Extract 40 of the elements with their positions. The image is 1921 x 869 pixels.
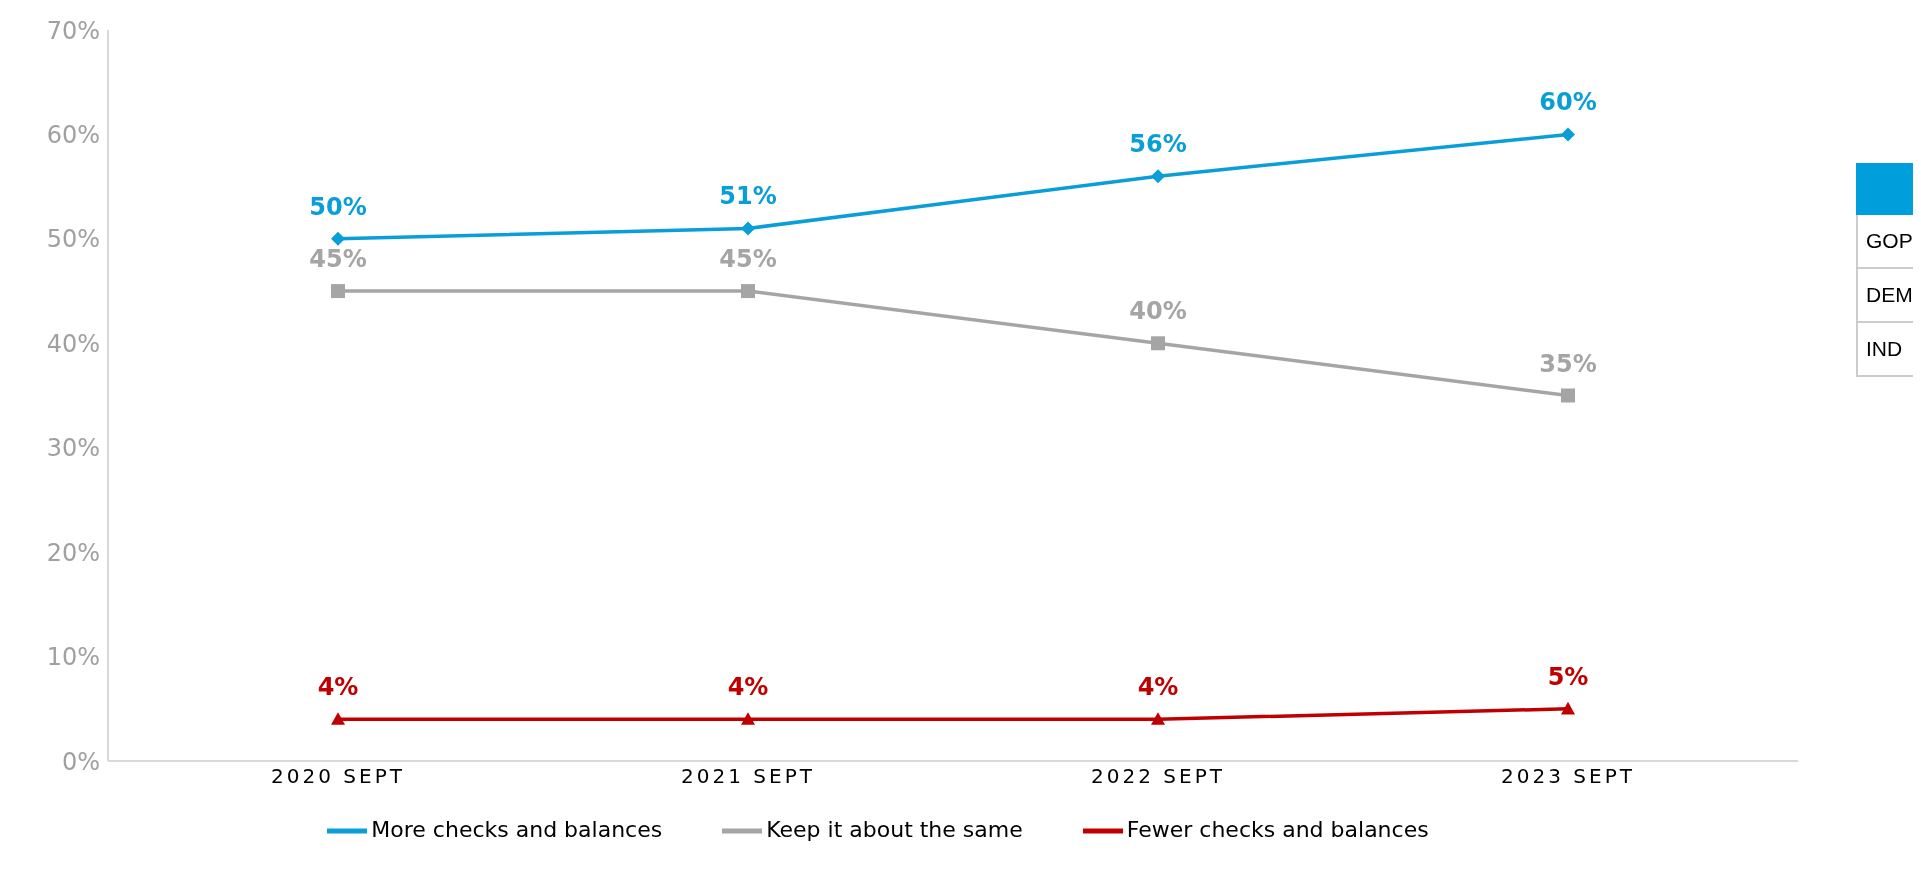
data-label: 56% — [1129, 130, 1187, 159]
table-fragment: GOP DEM IND — [1856, 163, 1913, 377]
point — [1151, 712, 1165, 725]
data-label: 60% — [1539, 88, 1597, 117]
point — [741, 712, 755, 725]
y-tick-label: 60% — [46, 120, 100, 149]
data-label: 4% — [1137, 673, 1179, 702]
data-label: 45% — [719, 245, 777, 274]
y-tick-label: 70% — [46, 16, 100, 45]
y-tick-label: 10% — [46, 643, 100, 672]
data-label: 5% — [1547, 662, 1589, 691]
point — [331, 712, 345, 725]
x-tick-label: 2023 SEPT — [1501, 764, 1635, 789]
data-label: 4% — [317, 673, 359, 702]
point — [331, 231, 345, 246]
x-tick-label: 2020 SEPT — [271, 764, 405, 789]
legend-label: More checks and balances — [371, 817, 663, 842]
data-label: 45% — [309, 245, 367, 274]
y-tick-label: 0% — [61, 747, 100, 776]
data-label: 40% — [1129, 297, 1187, 326]
data-label: 51% — [719, 182, 777, 211]
y-tick-label: 30% — [46, 434, 100, 463]
y-tick-label: 20% — [46, 538, 100, 567]
point — [1561, 701, 1575, 715]
data-label: 50% — [309, 192, 367, 221]
point — [741, 221, 755, 236]
point — [1561, 388, 1575, 403]
y-tick-label: 40% — [46, 329, 100, 358]
data-label: 35% — [1539, 349, 1597, 378]
legend-label: Fewer checks and balances — [1126, 817, 1429, 842]
y-tick-label: 50% — [46, 225, 100, 254]
point — [1151, 336, 1165, 351]
point — [1151, 169, 1165, 184]
point — [1561, 127, 1575, 142]
legend-label: Keep it about the same — [766, 817, 1023, 842]
point — [331, 284, 345, 299]
x-tick-label: 2021 SEPT — [681, 764, 815, 789]
data-label: 4% — [727, 673, 769, 702]
x-tick-label: 2022 SEPT — [1091, 764, 1225, 789]
point — [741, 284, 755, 299]
